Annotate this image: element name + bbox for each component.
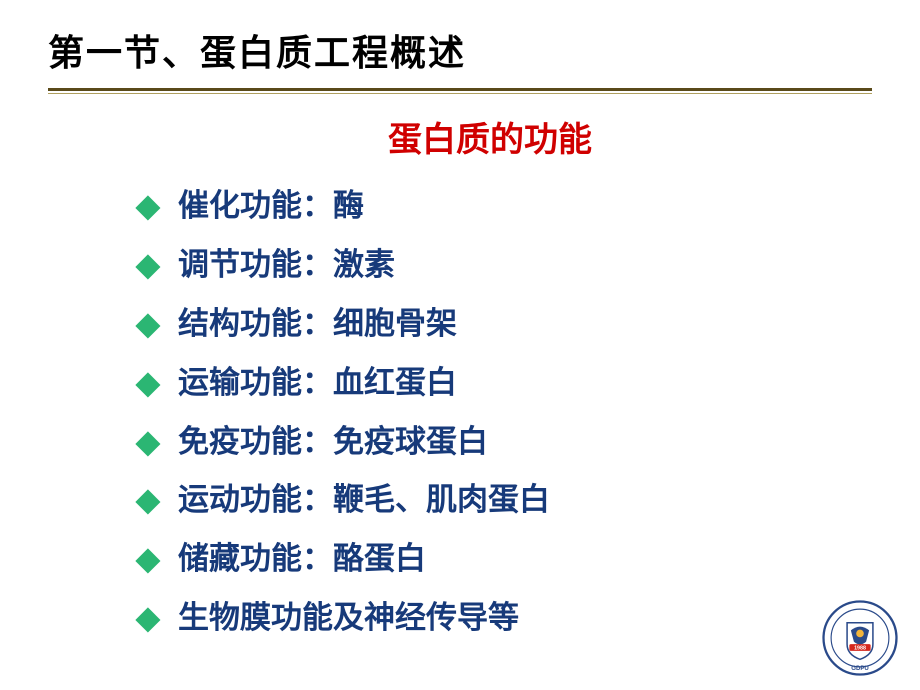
slide-container: 第一节、蛋白质工程概述 蛋白质的功能 催化功能：酶 调节功能：激素 结构功能：细… bbox=[0, 0, 920, 672]
university-logo-icon: 1988 GDPU bbox=[822, 600, 898, 676]
rule-main bbox=[48, 88, 872, 91]
list-item: 结构功能：细胞骨架 bbox=[178, 295, 872, 354]
section-title: 第一节、蛋白质工程概述 bbox=[48, 24, 872, 76]
list-item: 运输功能：血红蛋白 bbox=[178, 354, 872, 413]
list-item: 催化功能：酶 bbox=[178, 177, 872, 236]
list-item: 储藏功能：酪蛋白 bbox=[178, 530, 872, 589]
rule-sub bbox=[48, 93, 872, 94]
list-item: 生物膜功能及神经传导等 bbox=[178, 589, 872, 648]
logo-year: 1988 bbox=[854, 645, 866, 651]
subtitle: 蛋白质的功能 bbox=[108, 112, 872, 161]
list-item: 调节功能：激素 bbox=[178, 236, 872, 295]
list-item: 免疫功能：免疫球蛋白 bbox=[178, 413, 872, 472]
logo-abbrev: GDPU bbox=[851, 665, 869, 672]
horizontal-rule bbox=[48, 88, 872, 94]
list-item: 运动功能：鞭毛、肌肉蛋白 bbox=[178, 471, 872, 530]
function-list: 催化功能：酶 调节功能：激素 结构功能：细胞骨架 运输功能：血红蛋白 免疫功能：… bbox=[48, 177, 872, 648]
